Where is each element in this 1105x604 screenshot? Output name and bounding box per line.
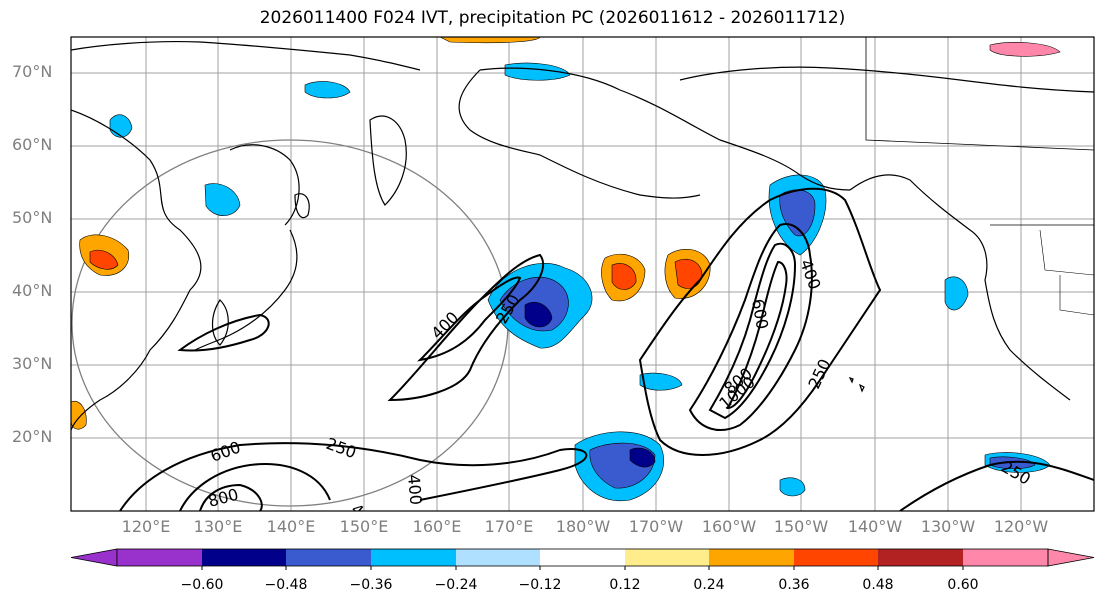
- lat-label-40n: 40°N: [12, 281, 53, 300]
- colorbar-tick-label: 0.60: [947, 577, 979, 593]
- colorbar-tick-label: −0.24: [434, 577, 478, 593]
- lat-label-60n: 60°N: [12, 135, 53, 154]
- lat-label-20n: 20°N: [12, 427, 53, 446]
- lon-label-130e: 130°E: [193, 517, 243, 536]
- colorbar-segment: [540, 549, 625, 566]
- colorbar-outline: [116, 548, 1049, 567]
- lat-label-30n: 30°N: [12, 354, 53, 373]
- colorbar-extend-low: [70, 548, 118, 567]
- lon-label-140e: 140°E: [266, 517, 316, 536]
- lon-label-150e: 150°E: [339, 517, 389, 536]
- lon-label-160e: 160°E: [412, 517, 462, 536]
- colorbar-tick-label: 0.36: [778, 577, 810, 593]
- colorbar-segment: [709, 549, 794, 566]
- graticule: [71, 37, 1094, 511]
- lon-label-160w: 160°W: [701, 517, 757, 536]
- colorbar-segment: [794, 549, 878, 566]
- lon-label-170w: 170°W: [628, 517, 684, 536]
- colorbar-segment: [878, 549, 963, 566]
- colorbar-segment: [117, 549, 202, 566]
- coastlines: [71, 37, 1094, 431]
- contour-label: 40: [347, 500, 375, 528]
- lon-label-130w: 130°W: [920, 517, 976, 536]
- lon-label-180w: 180°W: [555, 517, 611, 536]
- colorbar-tick-label: 0.12: [609, 577, 641, 593]
- lat-label-50n: 50°N: [12, 208, 53, 227]
- colorbar-segment: [963, 549, 1048, 566]
- colorbar-tick-label: −0.12: [518, 577, 562, 593]
- colorbar-tick-label: 0.24: [693, 577, 725, 593]
- colorbar-segment: [371, 549, 456, 566]
- lon-label-120w: 120°W: [993, 517, 1049, 536]
- colorbar-segment: [202, 549, 286, 566]
- map-title: 2026011400 F024 IVT, precipitation PC (2…: [259, 8, 846, 28]
- lon-label-150w: 150°W: [773, 517, 829, 536]
- lon-label-140w: 140°W: [847, 517, 903, 536]
- colorbar-tick-label: 0.48: [862, 577, 894, 593]
- lon-label-170e: 170°E: [484, 517, 534, 536]
- map-frame: [70, 36, 1095, 512]
- lon-label-120e: 120°E: [121, 517, 171, 536]
- ivt-contours: [119, 187, 1094, 511]
- contour-labels: 400 250 600 400 250 1000 800 250 600 800…: [206, 257, 1034, 528]
- colorbar-extend-high: [1047, 548, 1095, 567]
- precip-shading: [71, 37, 1061, 502]
- colorbar-tick-label: −0.60: [180, 577, 224, 593]
- colorbar-segment: [286, 549, 371, 566]
- colorbar-segment: [456, 549, 540, 566]
- lat-label-70n: 70°N: [12, 62, 53, 81]
- colorbar-tick-label: −0.36: [349, 577, 393, 593]
- colorbar-segment: [625, 549, 709, 566]
- colorbar: [70, 548, 1095, 570]
- contour-label: 400: [404, 474, 426, 506]
- colorbar-tick-label: −0.48: [264, 577, 308, 593]
